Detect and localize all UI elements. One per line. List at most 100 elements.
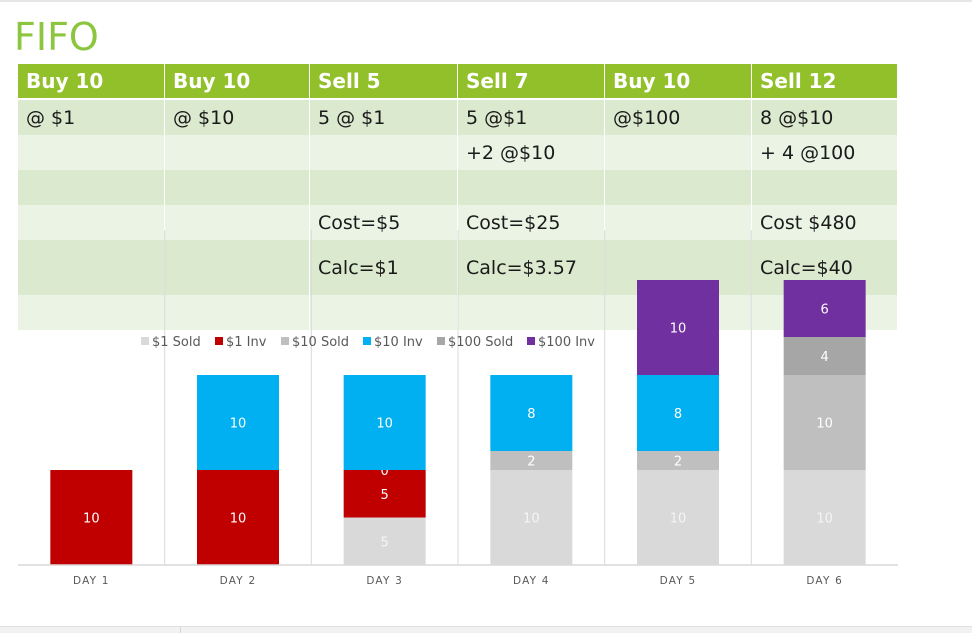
bar-segment[interactable] [50, 470, 133, 565]
bar-data-label: 10 [816, 417, 833, 432]
bar-data-label: 5 [381, 535, 389, 550]
table-cell[interactable] [310, 170, 458, 205]
x-tick-label: DAY 3 [366, 575, 403, 587]
legend-swatch [437, 337, 445, 345]
table-row-blank-2 [18, 295, 898, 330]
table-header-row: Buy 10 Buy 10 Sell 5 Sell 7 Buy 10 Sell 12 [18, 64, 898, 98]
table-cell[interactable]: @$100 [605, 100, 752, 135]
table-cell[interactable]: 5 @$1 [458, 100, 605, 135]
table-cell[interactable] [605, 240, 752, 295]
legend-label[interactable]: $1 Sold [152, 335, 201, 350]
bar-segment[interactable] [783, 470, 866, 565]
tab-separator [180, 627, 181, 633]
bar-data-label: 10 [816, 512, 833, 527]
legend-swatch [527, 337, 535, 345]
window-top-border [0, 0, 972, 2]
table-cell[interactable]: Cost $480 [752, 205, 898, 240]
table-header-cell[interactable]: Sell 12 [752, 64, 898, 98]
bar-segment[interactable] [637, 451, 719, 470]
table-cell[interactable]: 5 @ $1 [310, 100, 458, 135]
bar-segment[interactable] [197, 470, 279, 565]
table-cell[interactable]: Calc=$40 [752, 240, 898, 295]
bar-data-label: 10 [376, 417, 393, 432]
table-header-cell[interactable]: Buy 10 [605, 64, 752, 98]
bar-data-label: 8 [527, 407, 535, 422]
table-cell[interactable]: Cost=$5 [310, 205, 458, 240]
table-cell[interactable]: Calc=$1 [310, 240, 458, 295]
bar-segment[interactable] [490, 451, 573, 470]
bar-data-label: 10 [230, 417, 247, 432]
legend-swatch [363, 337, 371, 345]
table-row-detail: +2 @$10 + 4 @100 [18, 135, 898, 170]
table-cell[interactable] [605, 170, 752, 205]
bar-data-label: 4 [821, 350, 829, 365]
bar-data-label: 8 [674, 407, 682, 422]
table-cell[interactable] [18, 240, 165, 295]
bar-segment[interactable] [490, 470, 573, 565]
table-cell[interactable] [18, 170, 165, 205]
table-cell[interactable] [165, 135, 310, 170]
x-tick-label: DAY 6 [806, 575, 843, 587]
page-title: FIFO [14, 15, 99, 59]
table-cell[interactable] [18, 295, 165, 330]
bar-data-label: 10 [523, 512, 540, 527]
legend-label[interactable]: $10 Inv [374, 335, 423, 350]
bar-data-label: 0 [381, 464, 389, 479]
table-cell[interactable] [752, 295, 898, 330]
table-cell[interactable]: + 4 @100 [752, 135, 898, 170]
table-cell[interactable] [605, 135, 752, 170]
table-cell[interactable] [18, 205, 165, 240]
plot-area [18, 330, 898, 565]
table-cell[interactable]: +2 @$10 [458, 135, 605, 170]
bar-segment[interactable] [343, 470, 426, 518]
table-cell[interactable] [458, 295, 605, 330]
x-tick-label: DAY 5 [660, 575, 697, 587]
table-row-blank [18, 170, 898, 205]
table-cell[interactable] [165, 240, 310, 295]
legend-label[interactable]: $1 Inv [226, 335, 267, 350]
table-cell[interactable] [165, 170, 310, 205]
bar-segment[interactable] [197, 375, 279, 470]
bar-data-label: 5 [381, 488, 389, 503]
bar-segment[interactable] [783, 375, 866, 470]
legend-swatch [281, 337, 289, 345]
table-cell[interactable]: @ $10 [165, 100, 310, 135]
table-cell[interactable] [605, 205, 752, 240]
table-cell[interactable] [310, 135, 458, 170]
bar-segment[interactable] [343, 375, 426, 470]
table-row-cost: Cost=$5 Cost=$25 Cost $480 [18, 205, 898, 240]
legend-label[interactable]: $100 Inv [538, 335, 595, 350]
bar-data-label: 10 [230, 512, 247, 527]
x-tick-label: DAY 2 [220, 575, 257, 587]
bar-segment[interactable] [783, 337, 866, 375]
table-cell[interactable] [458, 170, 605, 205]
table-cell[interactable]: 8 @$10 [752, 100, 898, 135]
table-cell[interactable]: @ $1 [18, 100, 165, 135]
table-cell[interactable] [605, 295, 752, 330]
table-cell[interactable] [18, 135, 165, 170]
table-cell[interactable] [752, 170, 898, 205]
bar-segment[interactable] [637, 470, 719, 565]
bar-segment[interactable] [490, 375, 573, 451]
legend-swatch [215, 337, 223, 345]
bar-segment[interactable] [637, 375, 719, 451]
table-header-cell[interactable]: Buy 10 [165, 64, 310, 98]
table-header-cell[interactable]: Buy 10 [18, 64, 165, 98]
table-cell[interactable]: Cost=$25 [458, 205, 605, 240]
table-cell[interactable] [165, 205, 310, 240]
legend-label[interactable]: $100 Sold [448, 335, 513, 350]
table-row-calc: Calc=$1 Calc=$3.57 Calc=$40 [18, 240, 898, 295]
bar-data-label: 10 [83, 512, 100, 527]
legend-label[interactable]: $10 Sold [292, 335, 349, 350]
table-cell[interactable] [310, 295, 458, 330]
table-cell[interactable] [165, 295, 310, 330]
table-header-cell[interactable]: Sell 5 [310, 64, 458, 98]
x-tick-label: DAY 4 [513, 575, 550, 587]
sheet-tab-bar [0, 626, 972, 633]
bar-data-label: 2 [527, 455, 535, 470]
table-cell[interactable]: Calc=$3.57 [458, 240, 605, 295]
bar-data-label: 10 [670, 512, 687, 527]
table-row-price: @ $1 @ $10 5 @ $1 5 @$1 @$100 8 @$10 [18, 100, 898, 135]
bar-segment[interactable] [343, 517, 426, 566]
table-header-cell[interactable]: Sell 7 [458, 64, 605, 98]
